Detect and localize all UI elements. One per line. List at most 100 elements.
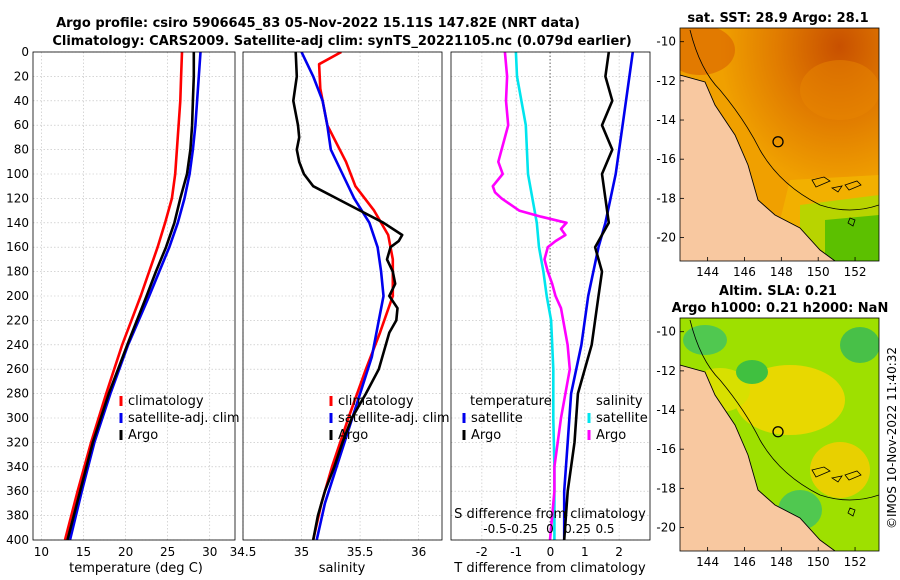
sst-map-field <box>680 28 879 261</box>
map-lat-label: -12 <box>656 74 676 88</box>
depth-tick-label: 60 <box>14 118 29 132</box>
sla-low-patch <box>840 327 879 363</box>
map-lon-label: 146 <box>733 555 756 569</box>
depth-tick-label: 360 <box>6 484 29 498</box>
depth-tick-label: 400 <box>6 533 29 547</box>
temperature-legend-label: Argo <box>128 428 158 443</box>
sla-isobath <box>689 319 879 501</box>
sla-map-title-line1: Altim. SLA: 0.21 <box>719 284 837 299</box>
sdiff-tick-label: 0.5 <box>595 522 614 536</box>
temperature-legend-label: satellite-adj. clim <box>128 411 240 426</box>
tdiff-legend-label: Argo <box>471 428 501 443</box>
depth-tick-label: 20 <box>14 69 29 83</box>
difference-axes-frame <box>450 51 651 541</box>
sla-high-patch <box>810 442 870 498</box>
depth-tick-label: 340 <box>6 460 29 474</box>
map-lon-label: 150 <box>807 265 830 279</box>
temperature-tick-labels: 10 15 20 25 30 <box>34 545 218 559</box>
sla-land <box>680 365 835 551</box>
sdiff-satellite-line <box>514 52 556 540</box>
salinity-legend-label: satellite-adj. clim <box>338 411 450 426</box>
map-lat-label: -10 <box>656 35 676 49</box>
sst-map-title: sat. SST: 28.9 Argo: 28.1 <box>687 11 868 26</box>
depth-tick-label: 180 <box>6 265 29 279</box>
x-tick-label: 10 <box>34 545 49 559</box>
depth-tick-label: 80 <box>14 143 29 157</box>
sdiff-tick-label: -0.25 <box>507 522 538 536</box>
sla-high-patch <box>735 365 845 435</box>
x-tick-label: 30 <box>202 545 217 559</box>
temperature-legend-label: climatology <box>128 394 204 409</box>
sst-map: sat. SST: 28.9 Argo: 28.1 144 146 148 150 15… <box>656 11 880 279</box>
map-lat-label: -18 <box>656 191 676 205</box>
depth-tick-label: 240 <box>6 338 29 352</box>
depth-tick-label: 160 <box>6 240 29 254</box>
temperature-line-satellite-adj-clim <box>68 52 202 540</box>
sst-coastline <box>680 74 836 261</box>
tdiff-argo-line <box>562 52 614 540</box>
depth-tick-label: 300 <box>6 411 29 425</box>
temperature-panel: 0 20 40 60 80 100 120 140 160 180 200 220 240 260 280 3… <box>6 45 240 576</box>
sdiff-tick-labels: -0.5 -0.25 0 0.25 0.5 <box>483 522 614 536</box>
x-tick-label: 35.5 <box>347 545 374 559</box>
depth-tick-labels: 0 20 40 60 80 100 120 140 160 180 200 220 240 260 280 3… <box>6 45 29 547</box>
map-lat-label: -14 <box>656 403 676 417</box>
sst-map-ticks: 144 146 148 150 152 -10 -12 -14 -16 -18 -20 <box>656 35 866 279</box>
map-lon-label: 146 <box>733 265 756 279</box>
map-lat-label: -18 <box>656 481 676 495</box>
salinity-axes-frame <box>242 51 443 541</box>
sst-warm-patch <box>680 28 735 75</box>
temperature-legend: climatology satellite-adj. clim Argo <box>119 394 240 443</box>
map-lat-label: -10 <box>656 325 676 339</box>
tdiff-legend-label: satellite <box>471 411 523 426</box>
x-tick-label: 25 <box>160 545 175 559</box>
map-lon-label: 148 <box>770 555 793 569</box>
sla-low-patch <box>683 325 727 355</box>
x-tick-label: -2 <box>476 545 488 559</box>
sla-map-frame <box>679 317 880 552</box>
depth-tick-label: 40 <box>14 94 29 108</box>
map-lat-label: -20 <box>656 521 676 535</box>
difference-legend: temperature salinity satellite Argo satellit… <box>462 394 648 443</box>
sst-argo-position <box>772 136 784 148</box>
difference-grid <box>451 51 650 541</box>
figure-title-line2: Climatology: CARS2009. Satellite-adj cli… <box>52 34 631 49</box>
sst-warm-patch <box>800 60 879 120</box>
x-tick-label: 0 <box>547 545 555 559</box>
x-tick-label: 1 <box>581 545 589 559</box>
sla-coastline <box>680 364 836 551</box>
map-lon-label: 150 <box>807 555 830 569</box>
salinity-panel: 34.5 35 35.5 36 salinity climatology satelli… <box>230 51 450 576</box>
temperature-axes-frame <box>32 51 236 541</box>
depth-tick-label: 0 <box>21 45 29 59</box>
tdiff-satellite-line <box>562 52 635 540</box>
sst-reefs <box>811 176 862 227</box>
legend-salinity-title: salinity <box>596 394 643 409</box>
map-lon-label: 144 <box>696 555 719 569</box>
sst-land <box>680 75 835 261</box>
x-tick-label: 36 <box>411 545 426 559</box>
x-tick-label: 35 <box>294 545 309 559</box>
map-lon-label: 148 <box>770 265 793 279</box>
map-lat-label: -12 <box>656 364 676 378</box>
salinity-legend-label: climatology <box>338 394 414 409</box>
sla-argo-position <box>772 426 784 438</box>
sla-map-title-line2: Argo h1000: 0.21 h2000: NaN <box>672 301 889 316</box>
sdiff-tick-label: 0.25 <box>564 522 591 536</box>
map-lon-label: 152 <box>844 265 867 279</box>
salinity-line-satellite-adj-clim <box>300 52 385 540</box>
sla-map-ticks: 144 146 148 150 152 -10 -12 -14 -16 -18 -20 <box>656 325 866 569</box>
depth-tick-label: 320 <box>6 435 29 449</box>
x-tick-label: 20 <box>118 545 133 559</box>
difference-panel: -2 -1 0 1 2 -0.5 -0.25 0 0.25 0.5 S difference f… <box>450 51 651 576</box>
sdiff-legend-label: satellite <box>596 411 648 426</box>
temperature-line-climatology <box>63 52 184 540</box>
sla-map: Altim. SLA: 0.21 Argo h1000: 0.21 h2000:… <box>656 284 888 569</box>
sst-isobath <box>689 29 879 211</box>
map-lat-label: -14 <box>656 113 676 127</box>
sdiff-axis-label: S difference from climatology <box>454 507 646 522</box>
temperature-line-argo <box>66 52 196 540</box>
temperature-grid <box>33 51 235 541</box>
sdiff-legend-label: Argo <box>596 428 626 443</box>
depth-tick-label: 380 <box>6 509 29 523</box>
